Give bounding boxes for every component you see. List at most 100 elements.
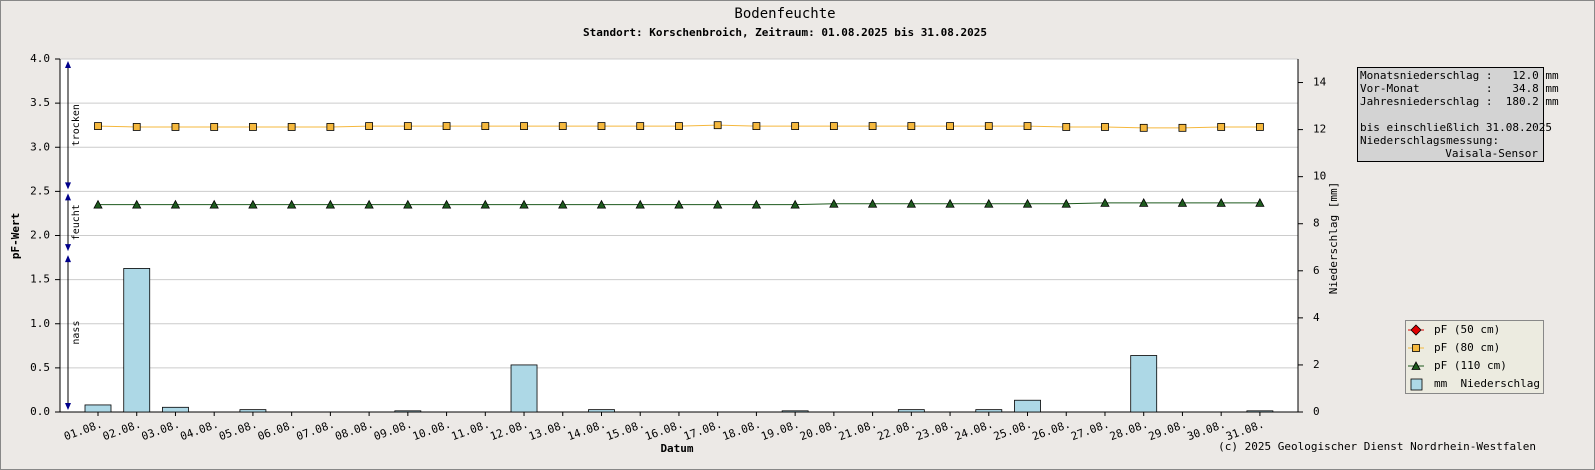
chart-subtitle: Standort: Korschenbroich, Zeitraum: 01.0… (583, 26, 987, 39)
y-tick-label: 3.0 (30, 140, 50, 153)
bar (975, 409, 1003, 413)
marker (286, 199, 297, 209)
marker (1178, 123, 1187, 132)
y2-axis-label: Niederschlag [mm] (1327, 182, 1340, 295)
marker (867, 198, 878, 208)
marker (1061, 198, 1071, 208)
marker (1023, 122, 1032, 130)
y-tick-label: 3.5 (30, 96, 50, 109)
marker (93, 199, 103, 209)
bar (123, 268, 151, 413)
y2-tick-label: 12 (1313, 123, 1326, 136)
marker (558, 122, 567, 130)
marker (1256, 123, 1264, 131)
zone-arrow (65, 403, 71, 410)
marker (481, 122, 490, 130)
legend-label: pF (80 cm) (1434, 341, 1500, 354)
zone-label: trocken (71, 104, 82, 146)
marker (597, 122, 606, 130)
marker (132, 123, 141, 131)
marker (248, 199, 258, 209)
marker (520, 122, 528, 130)
marker (713, 199, 723, 209)
marker (945, 198, 955, 208)
legend-label: mm Niederschlag (1434, 377, 1540, 390)
marker (984, 122, 993, 130)
marker (365, 122, 374, 130)
info-line: Jahresniederschlag : 180.2 mm (1360, 95, 1559, 108)
legend-swatch (1410, 378, 1423, 391)
y-tick-label: 2.5 (30, 184, 50, 197)
marker (287, 123, 296, 131)
y2-tick-label: 4 (1313, 311, 1320, 324)
marker (1062, 123, 1071, 131)
marker (132, 199, 142, 209)
marker (519, 199, 529, 209)
marker (325, 199, 336, 209)
marker (1022, 198, 1033, 208)
chart-title: Bodenfeuchte (734, 6, 835, 22)
y2-tick-label: 8 (1313, 217, 1320, 230)
marker (1139, 123, 1148, 132)
marker (1255, 197, 1265, 207)
bar (162, 406, 189, 413)
y-tick-label: 2.0 (30, 229, 50, 242)
marker (441, 199, 452, 209)
marker (1217, 123, 1226, 131)
marker (171, 123, 180, 131)
x-axis-label: Datum (660, 442, 693, 455)
y-tick-label: 0.5 (30, 361, 50, 374)
bar (1246, 410, 1274, 413)
marker (403, 199, 413, 209)
zone-label: nass (71, 321, 82, 345)
marker (1100, 197, 1110, 207)
bar (781, 410, 809, 413)
legend (1405, 320, 1544, 394)
marker (1410, 324, 1422, 336)
marker (868, 122, 877, 130)
marker (364, 199, 374, 209)
info-line: Monatsniederschlag : 12.0 mm (1360, 69, 1559, 82)
marker (946, 122, 954, 130)
marker (829, 198, 839, 208)
marker (906, 198, 916, 208)
marker (1177, 197, 1188, 207)
footer: (c) 2025 Geologischer Dienst Nordrhein-W… (1218, 440, 1536, 453)
marker (94, 122, 102, 130)
bar (588, 409, 615, 413)
y-tick-label: 4.0 (30, 52, 50, 65)
marker (1216, 197, 1226, 207)
marker (480, 199, 490, 209)
marker (558, 199, 568, 209)
marker (751, 199, 762, 209)
info-line: Vor-Monat : 34.8 mm (1360, 82, 1559, 95)
zone-label: feucht (71, 204, 82, 240)
bar (1130, 355, 1158, 413)
y-tick-label: 1.5 (30, 273, 50, 286)
marker (1139, 197, 1149, 207)
marker (713, 121, 722, 130)
marker (210, 123, 219, 131)
marker (1411, 361, 1421, 370)
marker (791, 122, 800, 130)
info-line: Niederschlagsmessung: (1360, 134, 1499, 147)
y-tick-label: 1.0 (30, 317, 50, 330)
marker (326, 123, 335, 131)
bar (394, 410, 422, 413)
y2-tick-label: 10 (1313, 170, 1326, 183)
marker (209, 199, 219, 209)
marker (674, 199, 684, 209)
y-axis-label: pF-Wert (9, 213, 22, 259)
zone-arrow (65, 182, 71, 190)
marker (675, 122, 683, 130)
marker (790, 199, 800, 209)
marker (752, 122, 761, 130)
marker (170, 199, 181, 209)
zone-arrow (65, 255, 71, 263)
marker (1412, 344, 1420, 352)
y2-tick-label: 14 (1313, 76, 1327, 89)
marker (984, 198, 994, 208)
bar (510, 364, 538, 413)
marker (1101, 123, 1109, 131)
